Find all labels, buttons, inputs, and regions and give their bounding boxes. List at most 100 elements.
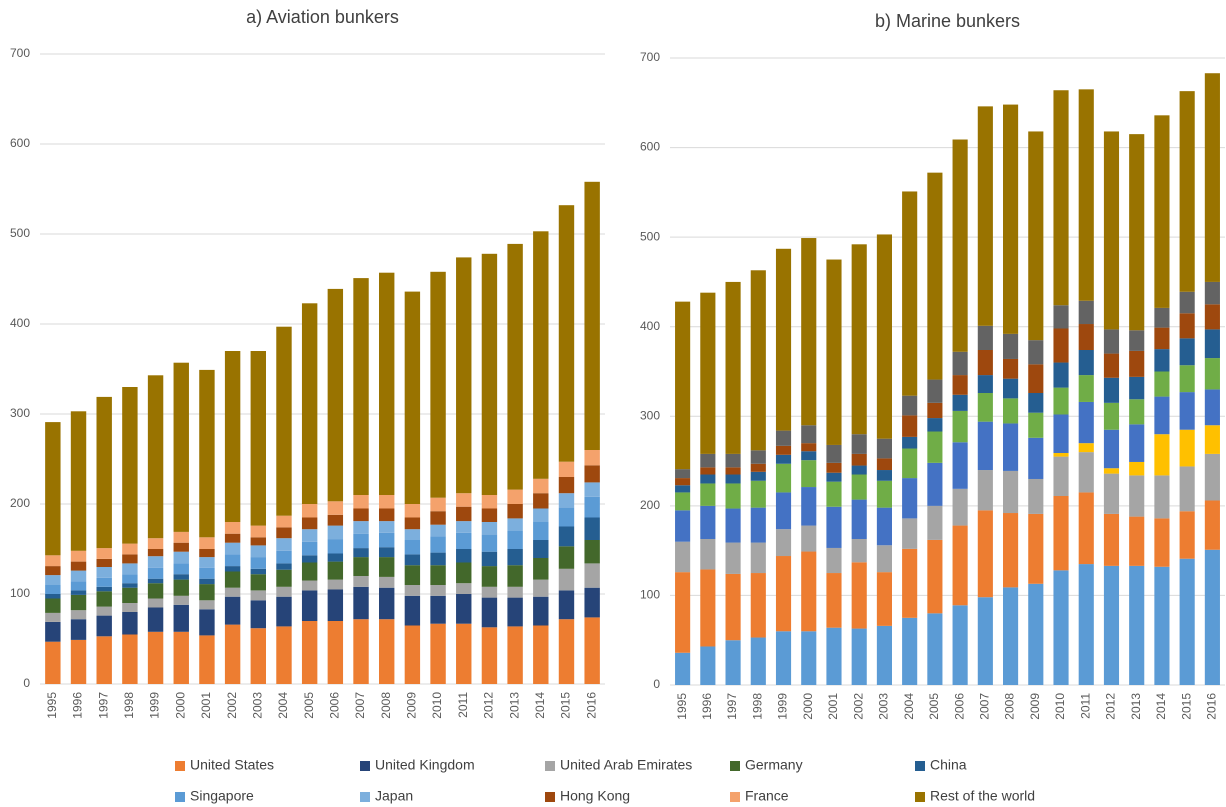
bar-segment [276, 515, 292, 528]
bar-segment [70, 639, 87, 684]
bar-segment [1028, 131, 1044, 341]
bar-segment [45, 612, 61, 622]
bar-segment [700, 453, 716, 468]
bar-segment [558, 619, 575, 684]
bar-segment [430, 271, 446, 498]
bar-segment [775, 529, 792, 557]
bar-segment [353, 548, 369, 558]
bar-segment [379, 547, 395, 558]
bar-segment [456, 594, 472, 624]
x-tick-label: 2007 [978, 693, 992, 720]
bar-segment [775, 556, 792, 632]
bar-segment [584, 617, 600, 684]
bar-segment [456, 623, 472, 684]
bar-segment [775, 454, 792, 464]
bar-segment [1154, 566, 1170, 685]
bar-segment [173, 574, 189, 580]
bar-segment [725, 483, 741, 509]
bar-segment [533, 478, 549, 494]
bar-segment [1028, 513, 1044, 584]
bar-segment [775, 445, 792, 455]
bar-segment [301, 529, 318, 542]
bar-segment [558, 590, 575, 620]
y-tick-label: 200 [640, 498, 660, 512]
bar-segment [725, 453, 741, 468]
bar-segment [1129, 350, 1145, 377]
bar-segment [147, 607, 164, 632]
bar-segment [301, 580, 318, 591]
bar-segment [1129, 376, 1145, 400]
bar-segment [456, 532, 472, 549]
bar-segment [775, 631, 792, 685]
bar-segment [533, 508, 549, 522]
bar-segment [700, 483, 716, 506]
bar-segment [1154, 327, 1170, 350]
bar-segment [801, 525, 817, 552]
bar-segment [750, 542, 766, 574]
bar-segment [379, 619, 395, 684]
x-tick-label: 2016 [1205, 693, 1219, 720]
bar-segment [250, 351, 266, 526]
bar-segment [276, 569, 292, 587]
bar-segment [276, 550, 292, 564]
bar-segment [927, 418, 943, 432]
bar-segment [1179, 338, 1195, 366]
bar-segment [353, 521, 369, 534]
x-tick-label: 1998 [750, 693, 764, 720]
bar-segment [1003, 398, 1019, 424]
bar-segment [353, 495, 369, 509]
bar-segment [700, 569, 716, 647]
bar-segment [1053, 453, 1069, 457]
bar-segment [1204, 453, 1220, 501]
bar-segment [902, 617, 918, 685]
bar-segment [1103, 429, 1120, 469]
x-tick-label: 2003 [877, 693, 891, 720]
bar-segment [122, 612, 138, 635]
bar-segment [45, 422, 61, 556]
x-tick-label: 2001 [199, 692, 213, 719]
legend-label: Germany [745, 757, 803, 773]
bar-segment [584, 496, 600, 518]
x-tick-label: 2000 [173, 692, 187, 719]
bar-segment [1103, 402, 1120, 430]
bar-segment [404, 517, 421, 530]
bar-segment [1053, 362, 1069, 388]
bar-segment [379, 272, 395, 495]
bar-segment [96, 586, 112, 592]
bar-segment [1003, 104, 1019, 334]
bar-segment [952, 375, 968, 395]
bar-segment [353, 557, 369, 576]
bar-segment [952, 394, 968, 411]
bar-segment [1078, 350, 1094, 376]
bar-segment [481, 551, 498, 567]
legend-swatch [175, 761, 185, 771]
y-tick-label: 500 [10, 226, 30, 240]
bar-segment [1103, 513, 1120, 566]
bar-segment [1103, 468, 1120, 474]
bar-segment [902, 518, 918, 549]
bar-segment [481, 253, 498, 495]
bar-segment [851, 538, 867, 563]
bar-segment [122, 603, 138, 612]
bar-segment [1078, 89, 1094, 301]
bar-segment [700, 474, 716, 484]
bar-segment [584, 181, 600, 451]
bar-segment [1154, 518, 1170, 567]
x-tick-label: 2007 [353, 692, 367, 719]
bar-segment [826, 444, 842, 463]
bar-segment [1204, 281, 1220, 305]
bar-segment [675, 652, 691, 685]
x-tick-label: 1999 [776, 693, 790, 720]
bar-segment [96, 558, 112, 567]
y-tick-label: 300 [10, 406, 30, 420]
bar-segment [224, 533, 241, 543]
bar-segment [584, 450, 600, 466]
bar-segment [1003, 423, 1019, 471]
bar-segment [1129, 565, 1145, 685]
chart-title: b) Marine bunkers [875, 11, 1020, 31]
bar-segment [276, 596, 292, 627]
y-tick-label: 700 [10, 46, 30, 60]
bar-segment [224, 624, 241, 684]
bar-segment [507, 549, 523, 566]
